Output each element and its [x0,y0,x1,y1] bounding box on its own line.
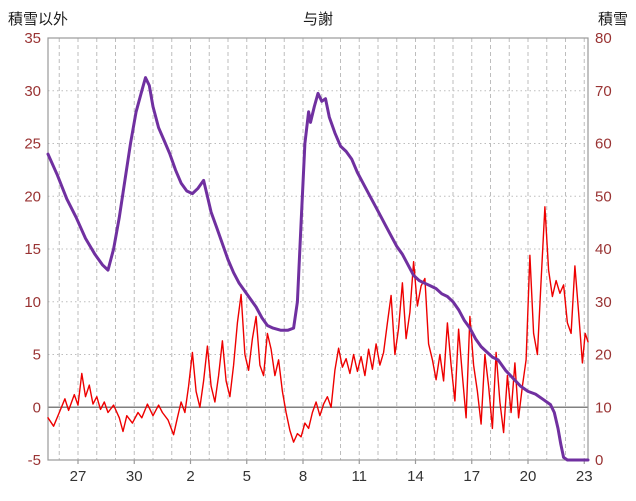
x-tick-label: 11 [351,468,367,485]
left-axis-tick-label: 25 [24,136,41,153]
left-axis-tick-label: 15 [24,241,41,258]
right-axis-tick-label: 50 [595,188,612,205]
x-tick-label: 5 [243,468,251,485]
right-axis-tick-label: 20 [595,347,612,364]
right-axis-tick-label: 0 [595,452,603,469]
left-axis-tick-label: 10 [24,294,41,311]
x-tick-label: 20 [520,468,537,485]
right-axis-title: 積雪 [597,11,628,28]
right-axis-tick-label: 80 [595,30,612,47]
left-axis-tick-label: 20 [24,188,41,205]
series-line-snow [46,76,590,462]
plot-frame [47,37,589,461]
right-axis-tick-label: 70 [595,83,612,100]
right-axis-tick-label: 10 [595,399,612,416]
x-tick-label: 30 [126,468,143,485]
left-axis-tick-label: -5 [28,452,41,469]
right-axis-tick-label: 40 [595,241,612,258]
right-axis-tick-label: 30 [595,294,612,311]
x-tick-label: 14 [407,468,424,485]
left-axis-tick-label: 35 [24,30,41,47]
series-line-non-snow [47,206,589,443]
left-axis-tick-label: 30 [24,83,41,100]
x-tick-label: 27 [70,468,87,485]
right-axis-tick-label: 60 [595,136,612,153]
x-tick-label: 2 [186,468,194,485]
left-axis-title: 積雪以外 [8,11,69,28]
left-axis-tick-label: 5 [33,347,41,364]
x-tick-label: 17 [463,468,480,485]
left-axis-tick-label: 0 [33,399,41,416]
x-tick-label: 8 [299,468,307,485]
x-tick-label: 23 [576,468,593,485]
